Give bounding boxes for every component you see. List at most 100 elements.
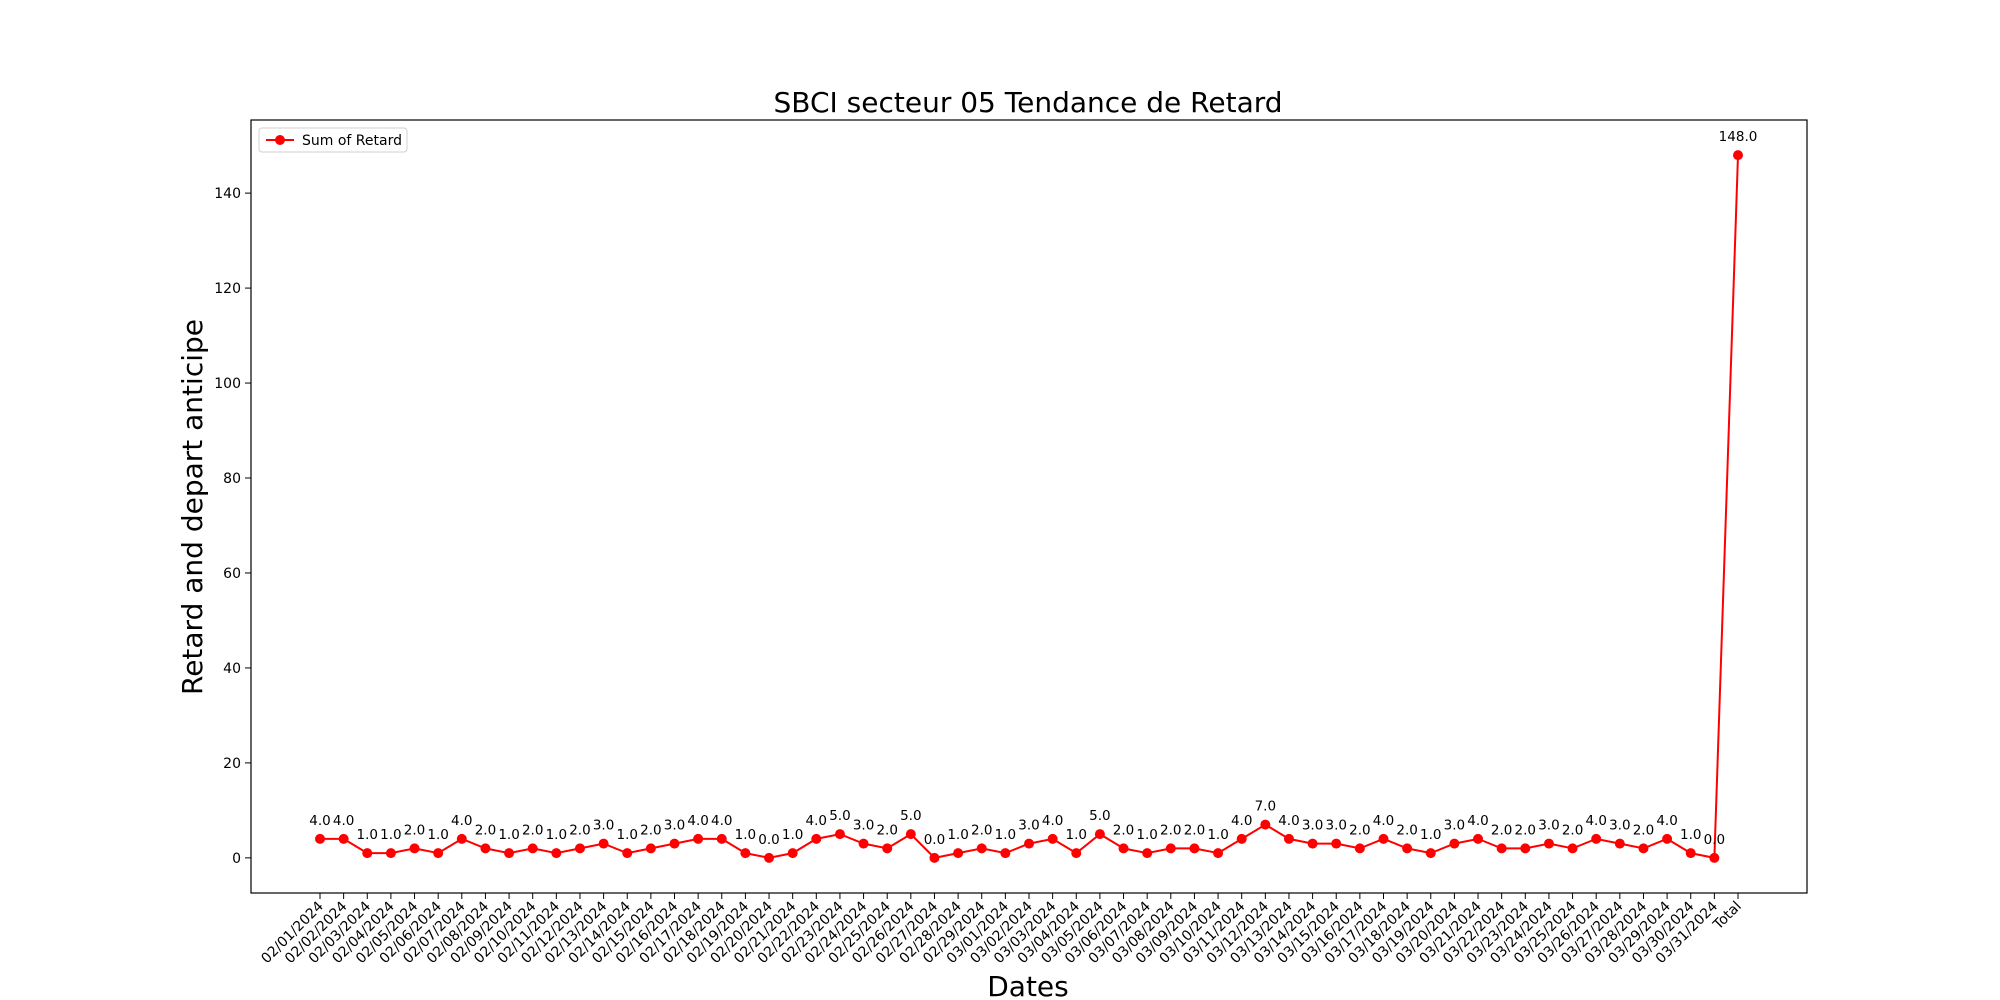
- data-point: [1165, 843, 1176, 854]
- data-point: [527, 843, 538, 854]
- y-tick-label: 140: [214, 186, 241, 202]
- data-label: 2.0: [1349, 822, 1370, 838]
- data-point: [1449, 838, 1460, 849]
- data-point: [764, 852, 775, 863]
- data-label: 5.0: [1089, 808, 1110, 824]
- data-label: 1.0: [1136, 827, 1157, 843]
- data-point: [1236, 833, 1247, 844]
- data-point: [1354, 843, 1365, 854]
- data-point: [1000, 848, 1011, 859]
- data-label: 4.0: [711, 813, 732, 829]
- data-point: [953, 848, 964, 859]
- data-label: 2.0: [1562, 822, 1583, 838]
- data-label: 2.0: [640, 822, 661, 838]
- data-label: 3.0: [1538, 818, 1559, 834]
- y-axis-title: Retard and depart anticipe: [176, 319, 209, 695]
- data-point: [1071, 848, 1082, 859]
- data-label: 2.0: [1113, 822, 1134, 838]
- data-label: 1.0: [546, 827, 567, 843]
- data-point: [1213, 848, 1224, 859]
- data-label: 2.0: [1184, 822, 1205, 838]
- data-label: 1.0: [380, 827, 401, 843]
- data-point: [551, 848, 562, 859]
- data-label: 2.0: [876, 822, 897, 838]
- data-point: [1260, 819, 1271, 830]
- data-point: [1638, 843, 1649, 854]
- data-label: 2.0: [1491, 822, 1512, 838]
- data-point: [1591, 833, 1602, 844]
- data-point: [385, 848, 396, 859]
- data-label: 4.0: [333, 813, 354, 829]
- data-point: [716, 833, 727, 844]
- data-label: 4.0: [806, 813, 827, 829]
- data-point: [480, 843, 491, 854]
- y-tick-label: 100: [214, 376, 241, 392]
- data-label: 1.0: [616, 827, 637, 843]
- data-point: [1331, 838, 1342, 849]
- data-label: 148.0: [1719, 129, 1758, 145]
- data-point: [1567, 843, 1578, 854]
- data-point: [409, 843, 420, 854]
- y-tick-label: 0: [232, 851, 241, 867]
- data-point: [905, 829, 916, 840]
- data-point: [362, 848, 373, 859]
- data-label: 5.0: [900, 808, 921, 824]
- data-label: 4.0: [1042, 813, 1063, 829]
- legend-label-sum-of-retard: Sum of Retard: [302, 133, 402, 149]
- data-label: 4.0: [1585, 813, 1606, 829]
- data-point: [1543, 838, 1554, 849]
- y-tick-label: 120: [214, 281, 241, 297]
- data-label: 0.0: [1704, 832, 1725, 848]
- y-axis: 0 20 40 60 80 100 120 140: [214, 186, 251, 867]
- data-label: 1.0: [995, 827, 1016, 843]
- data-point: [1307, 838, 1318, 849]
- data-label: 4.0: [1467, 813, 1488, 829]
- data-label: 4.0: [687, 813, 708, 829]
- data-label: 1.0: [735, 827, 756, 843]
- data-point: [1142, 848, 1153, 859]
- data-label: 3.0: [1609, 818, 1630, 834]
- data-label: 0.0: [758, 832, 779, 848]
- data-point: [1094, 829, 1105, 840]
- data-point: [1520, 843, 1531, 854]
- data-point: [1283, 833, 1294, 844]
- data-label: 1.0: [947, 827, 968, 843]
- data-point: [622, 848, 633, 859]
- data-label: 1.0: [1420, 827, 1441, 843]
- data-point: [1709, 852, 1720, 863]
- legend-box: [258, 127, 408, 153]
- data-label: 1.0: [357, 827, 378, 843]
- plot-area: [250, 119, 1808, 894]
- data-point: [1662, 833, 1673, 844]
- data-label: 2.0: [1633, 822, 1654, 838]
- data-point: [1402, 843, 1413, 854]
- data-label: 2.0: [1396, 822, 1417, 838]
- data-point: [669, 838, 680, 849]
- data-point: [1496, 843, 1507, 854]
- data-label: 7.0: [1255, 799, 1276, 815]
- data-point: [1047, 833, 1058, 844]
- data-point: [315, 833, 325, 844]
- data-point: [1378, 833, 1389, 844]
- data-label: 2.0: [1160, 822, 1181, 838]
- data-point: [1473, 833, 1484, 844]
- data-point: [338, 833, 349, 844]
- data-label: 1.0: [498, 827, 519, 843]
- data-label: 4.0: [1231, 813, 1252, 829]
- x-axis-title: Dates: [987, 970, 1069, 1000]
- data-point: [1024, 838, 1034, 849]
- data-label: 1.0: [782, 827, 803, 843]
- data-point: [1685, 848, 1696, 859]
- series-layer: [315, 150, 1743, 863]
- data-label: 4.0: [1373, 813, 1394, 829]
- data-point: [858, 838, 869, 849]
- data-label: 2.0: [971, 822, 992, 838]
- data-point: [456, 833, 467, 844]
- x-axis: 02/01/202402/02/202402/03/202402/04/2024…: [258, 893, 1745, 967]
- data-label: 2.0: [475, 822, 496, 838]
- data-point: [882, 843, 893, 854]
- data-label: 3.0: [853, 818, 874, 834]
- data-label: 4.0: [1656, 813, 1677, 829]
